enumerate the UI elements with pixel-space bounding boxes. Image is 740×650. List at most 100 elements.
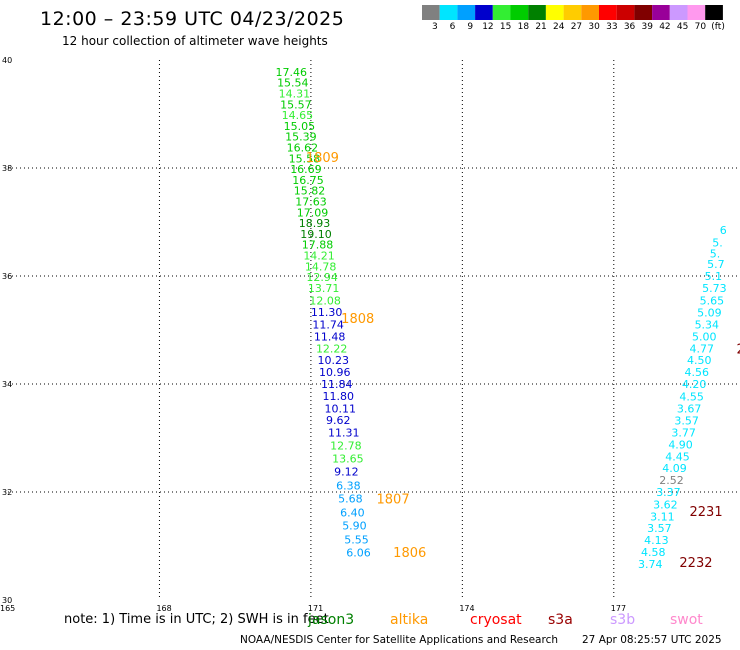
colorbar-label: 33 [606,22,618,32]
colorbar-swatch [422,5,440,20]
wave-height-value: 3.62 [653,498,678,511]
wave-height-value: 4.55 [679,390,704,403]
colorbar-label: 45 [676,22,689,32]
colorbar-label: 24 [553,22,565,32]
x-tick-label: 177 [611,604,626,613]
wave-height-value: 5.7 [707,258,725,271]
wave-height-value: 15.54 [277,77,309,90]
x-tick-label: 165 [0,604,15,613]
wave-height-value: 4.20 [682,378,707,391]
wave-height-value: 9.62 [326,414,351,427]
colorbar-label: 36 [623,22,636,32]
wave-height-value: 5.68 [338,492,363,505]
wave-height-value: 13.71 [308,282,340,295]
wave-height-value: 17.63 [295,195,327,208]
wave-height-value: 3.57 [674,415,699,428]
colorbar-swatch [652,5,670,20]
y-tick-label: 34 [2,380,12,389]
wave-height-value: 11.30 [311,306,343,319]
wave-height-value: 16.69 [290,163,322,176]
pass-time-label: 2231 [690,505,723,520]
wave-height-value: 11.31 [328,427,360,440]
wave-height-value: 5.34 [695,319,720,332]
wave-height-value: 3.74 [638,558,663,571]
wave-height-value: 17.88 [302,239,334,252]
wave-height-value: 2.52 [659,474,684,487]
wave-height-value: 12.22 [316,342,348,355]
wave-height-value: 4.13 [644,534,669,547]
wave-height-value: 3.67 [677,402,702,415]
colorbar-swatch [616,5,635,20]
colorbar-label: 9 [467,22,474,32]
wave-height-value: 13.65 [332,453,364,466]
colorbar-swatch [545,5,564,20]
wave-height-value: 6.40 [340,507,365,520]
x-tick-label: 168 [156,604,171,613]
pass-time-label: 1807 [377,492,410,507]
wave-height-value: 5.65 [700,294,725,307]
colorbar-label: 6 [449,22,456,32]
wave-height-value: 3.11 [650,510,675,523]
colorbar-label: 21 [535,22,547,32]
wave-height-value: 3.37 [656,486,681,499]
wave-height-value: 15.39 [285,131,317,144]
wave-height-value: 5.73 [702,282,727,295]
wave-height-value: 3.77 [671,427,696,440]
pass-time-label: 1808 [341,312,374,327]
wave-height-value: 5.00 [692,330,717,343]
colorbar-label: 30 [588,22,600,32]
satellite-legend-s3b: s3b [610,612,636,628]
wave-height-value: 4.90 [668,438,693,451]
wave-height-value: 10.11 [325,402,357,415]
wave-height-value: 4.09 [662,462,687,475]
wave-height-value: 17.46 [276,66,308,79]
wave-height-value: 10.96 [319,366,351,379]
colorbar-label: 39 [641,22,653,32]
pass-time-label: 2232 [679,556,712,571]
wave-height-value: 14.78 [305,260,337,273]
wave-height-value: 9.12 [334,465,359,478]
wave-height-value: 3.57 [647,522,672,535]
wave-height-value: 11.84 [321,378,353,391]
colorbar-swatch [669,5,688,20]
wave-height-value: 4.56 [684,366,709,379]
colorbar-swatch [439,5,458,20]
colorbar-label: 70 [694,22,707,32]
wave-height-value: 5.09 [697,307,722,320]
wave-height-value: 14.21 [303,249,335,262]
wave-height-value: 16.62 [287,141,319,154]
wave-height-value: 5. [710,247,721,260]
colorbar-swatch [563,5,582,20]
wave-height-value: 10.23 [317,354,349,367]
wave-height-value: 5.55 [344,534,369,547]
wave-height-value: 4.45 [665,450,690,463]
wave-height-value: 6.06 [346,546,371,559]
chart-subtitle: 12 hour collection of altimeter wave hei… [62,34,328,48]
wave-height-value: 4.58 [641,546,666,559]
y-tick-label: 38 [2,164,12,173]
wave-height-value: 6 [720,224,727,237]
x-tick-label: 171 [308,604,323,613]
y-tick-label: 36 [2,272,12,281]
colorbar-label: 3 [431,22,438,32]
colorbar-label: (ft) [711,22,725,32]
satellite-legend-s3a: s3a [548,612,573,628]
pass-time-label: 1809 [306,151,339,166]
wave-height-value: 16.75 [292,174,324,187]
pass-time-label: 2 [736,342,740,357]
colorbar-swatch [475,5,493,20]
wave-height-value: 11.48 [314,330,346,343]
y-tick-label: 40 [2,56,12,65]
colorbar-label: 42 [659,22,671,32]
wave-height-value: 15.05 [284,120,316,133]
y-tick-label: 30 [2,596,12,605]
colorbar-swatch [687,5,706,20]
wave-height-value: 5.90 [342,519,367,532]
wave-height-value: 12.94 [306,271,338,284]
satellite-legend-cryosat: cryosat [470,612,522,628]
satellite-legend-swot: swot [670,612,703,628]
footer-credit: NOAA/NESDIS Center for Satellite Applica… [240,634,558,646]
colorbar-swatch [705,5,723,20]
colorbar-swatch [457,5,476,20]
